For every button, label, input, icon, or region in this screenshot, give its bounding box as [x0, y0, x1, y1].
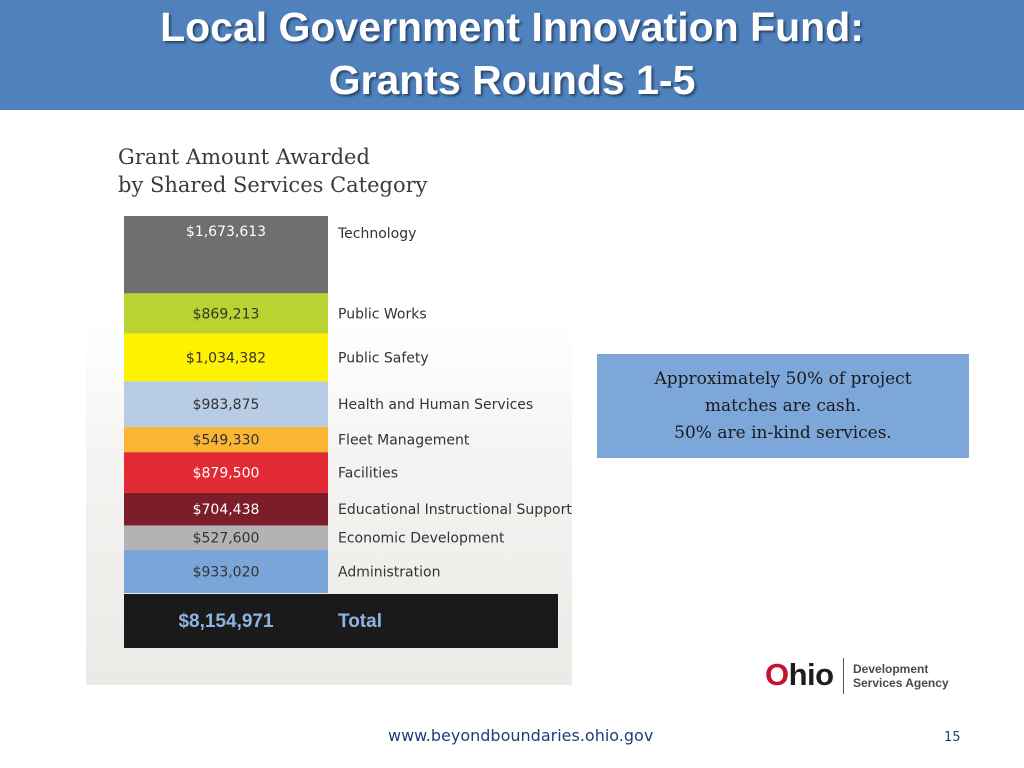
value-label-facilities: $879,500	[193, 466, 260, 482]
bar-segment-administration	[124, 549, 328, 593]
bar-segment-public-safety	[124, 333, 328, 382]
logo-divider	[843, 658, 844, 694]
total-value-label: $8,154,971	[178, 611, 274, 632]
note-line-1: Approximately 50% of project	[654, 368, 912, 389]
slide-title-line-1: Local Government Innovation Fund:	[160, 4, 864, 50]
note-line-3: 50% are in-kind services.	[674, 422, 892, 443]
logo-wordmark: Ohio	[765, 657, 834, 692]
logo-agency-name: Development Services Agency	[853, 662, 949, 690]
category-label-economic-development: Economic Development	[338, 531, 505, 547]
value-label-public-works: $869,213	[193, 306, 260, 322]
ohio-development-services-logo: Ohio Development Services Agency	[765, 656, 955, 696]
title-bar: Local Government Innovation Fund: Grants…	[0, 0, 1024, 110]
bar-segment-educational-instructional-support	[124, 492, 328, 526]
value-label-economic-development: $527,600	[193, 531, 260, 547]
category-label-health-and-human-services: Health and Human Services	[338, 397, 533, 413]
value-label-health-and-human-services: $983,875	[193, 397, 260, 413]
slide-title-line-2: Grants Rounds 1-5	[328, 57, 696, 103]
total-label: Total	[338, 611, 382, 632]
chart-title-line-2: by Shared Services Category	[118, 173, 428, 197]
value-label-educational-instructional-support: $704,438	[193, 502, 260, 518]
category-label-technology: Technology	[337, 226, 416, 242]
category-label-fleet-management: Fleet Management	[338, 433, 470, 449]
bar-segment-fleet-management	[124, 426, 328, 453]
bar-segment-economic-development	[124, 525, 328, 550]
footer-url[interactable]: www.beyondboundaries.ohio.gov	[388, 726, 654, 745]
value-label-fleet-management: $549,330	[193, 433, 260, 449]
value-label-technology: $1,673,613	[186, 224, 266, 240]
value-label-public-safety: $1,034,382	[186, 350, 266, 366]
chart-title: Grant Amount Awarded by Shared Services …	[118, 143, 538, 199]
note-line-2: matches are cash.	[704, 395, 862, 416]
category-label-administration: Administration	[338, 564, 440, 580]
bar-segment-technology	[124, 216, 328, 294]
category-label-educational-instructional-support: Educational Instructional Support	[338, 502, 572, 518]
logo-agency-line-2: Services Agency	[853, 676, 949, 690]
bar-segment-health-and-human-services	[124, 381, 328, 427]
total-bar	[124, 594, 558, 648]
page-number: 15	[944, 730, 961, 745]
logo-agency-line-1: Development	[853, 662, 929, 676]
chart-title-line-1: Grant Amount Awarded	[118, 145, 370, 169]
value-label-administration: $933,020	[193, 564, 260, 580]
bar-segment-public-works	[124, 293, 328, 334]
category-label-facilities: Facilities	[338, 466, 398, 482]
category-label-public-safety: Public Safety	[338, 350, 429, 366]
cash-match-note: Approximately 50% of project matches are…	[597, 354, 969, 458]
category-label-public-works: Public Works	[338, 306, 427, 322]
bar-segment-facilities	[124, 452, 328, 493]
